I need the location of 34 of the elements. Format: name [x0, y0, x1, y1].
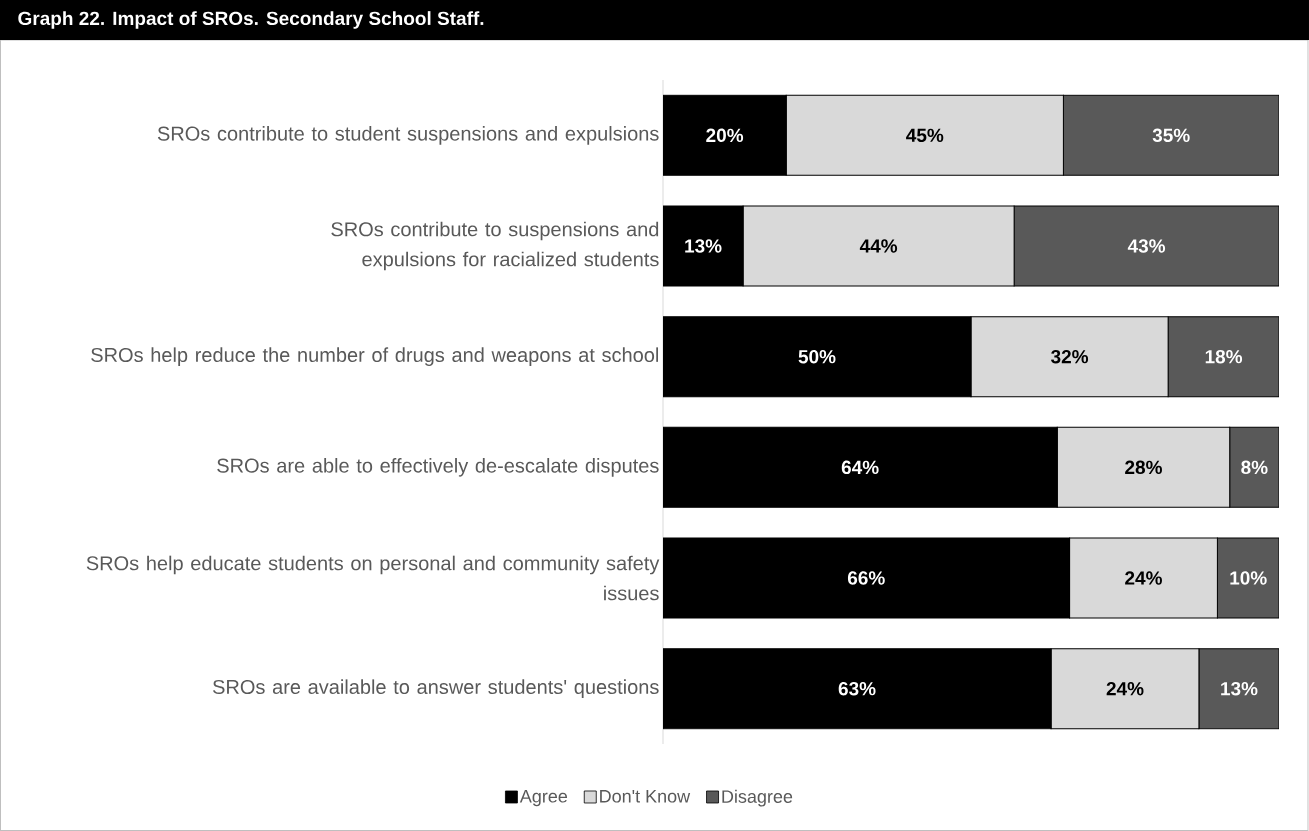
y-tick-label: SROs contribute to student suspensions and expulsions [157, 126, 659, 145]
data-label: 63% [838, 681, 876, 696]
data-label: 8% [1241, 460, 1268, 475]
y-tick-label: SROs help educate students on personal and community safety issues [86, 555, 660, 601]
bar [1167, 316, 1280, 398]
legend-label: Don't Know [600, 790, 691, 803]
y-tick-label: SROs are able to effectively de-escalate disputes [217, 458, 659, 477]
data-label: 20% [706, 128, 744, 143]
bar [1216, 537, 1280, 619]
text: Graph 22. Impact of SROs. Secondary School Staff. [18, 11, 484, 29]
bar [1229, 426, 1280, 508]
data-label: 50% [798, 349, 836, 364]
bar [1062, 94, 1280, 176]
y-tick-label: SROs help reduce the number of drugs and weapons at school [91, 347, 659, 366]
data-label: 28% [1125, 460, 1162, 475]
y-tick-label: SROs contribute to suspensions and expulsions for racialized students [331, 221, 659, 271]
data-label: 13% [1221, 681, 1258, 696]
bar [1013, 205, 1280, 287]
data-label: 43% [1127, 239, 1166, 253]
data-label: 24% [1106, 681, 1144, 696]
data-label: 44% [859, 239, 898, 253]
legend-label: Agree [519, 790, 568, 807]
data-label: 45% [906, 128, 944, 143]
data-label: 10% [1230, 571, 1267, 585]
y-tick-label: SROs are available to answer students' questions [212, 679, 659, 698]
data-label: 32% [1050, 349, 1089, 364]
data-label: 35% [1152, 128, 1190, 143]
data-label: 66% [847, 571, 885, 585]
data-label: 24% [1125, 571, 1162, 585]
data-label: 13% [685, 239, 722, 253]
data-label: 64% [841, 460, 879, 475]
legend-label: Disagree [722, 789, 793, 807]
bar [1198, 648, 1280, 730]
data-label: 18% [1205, 349, 1243, 364]
